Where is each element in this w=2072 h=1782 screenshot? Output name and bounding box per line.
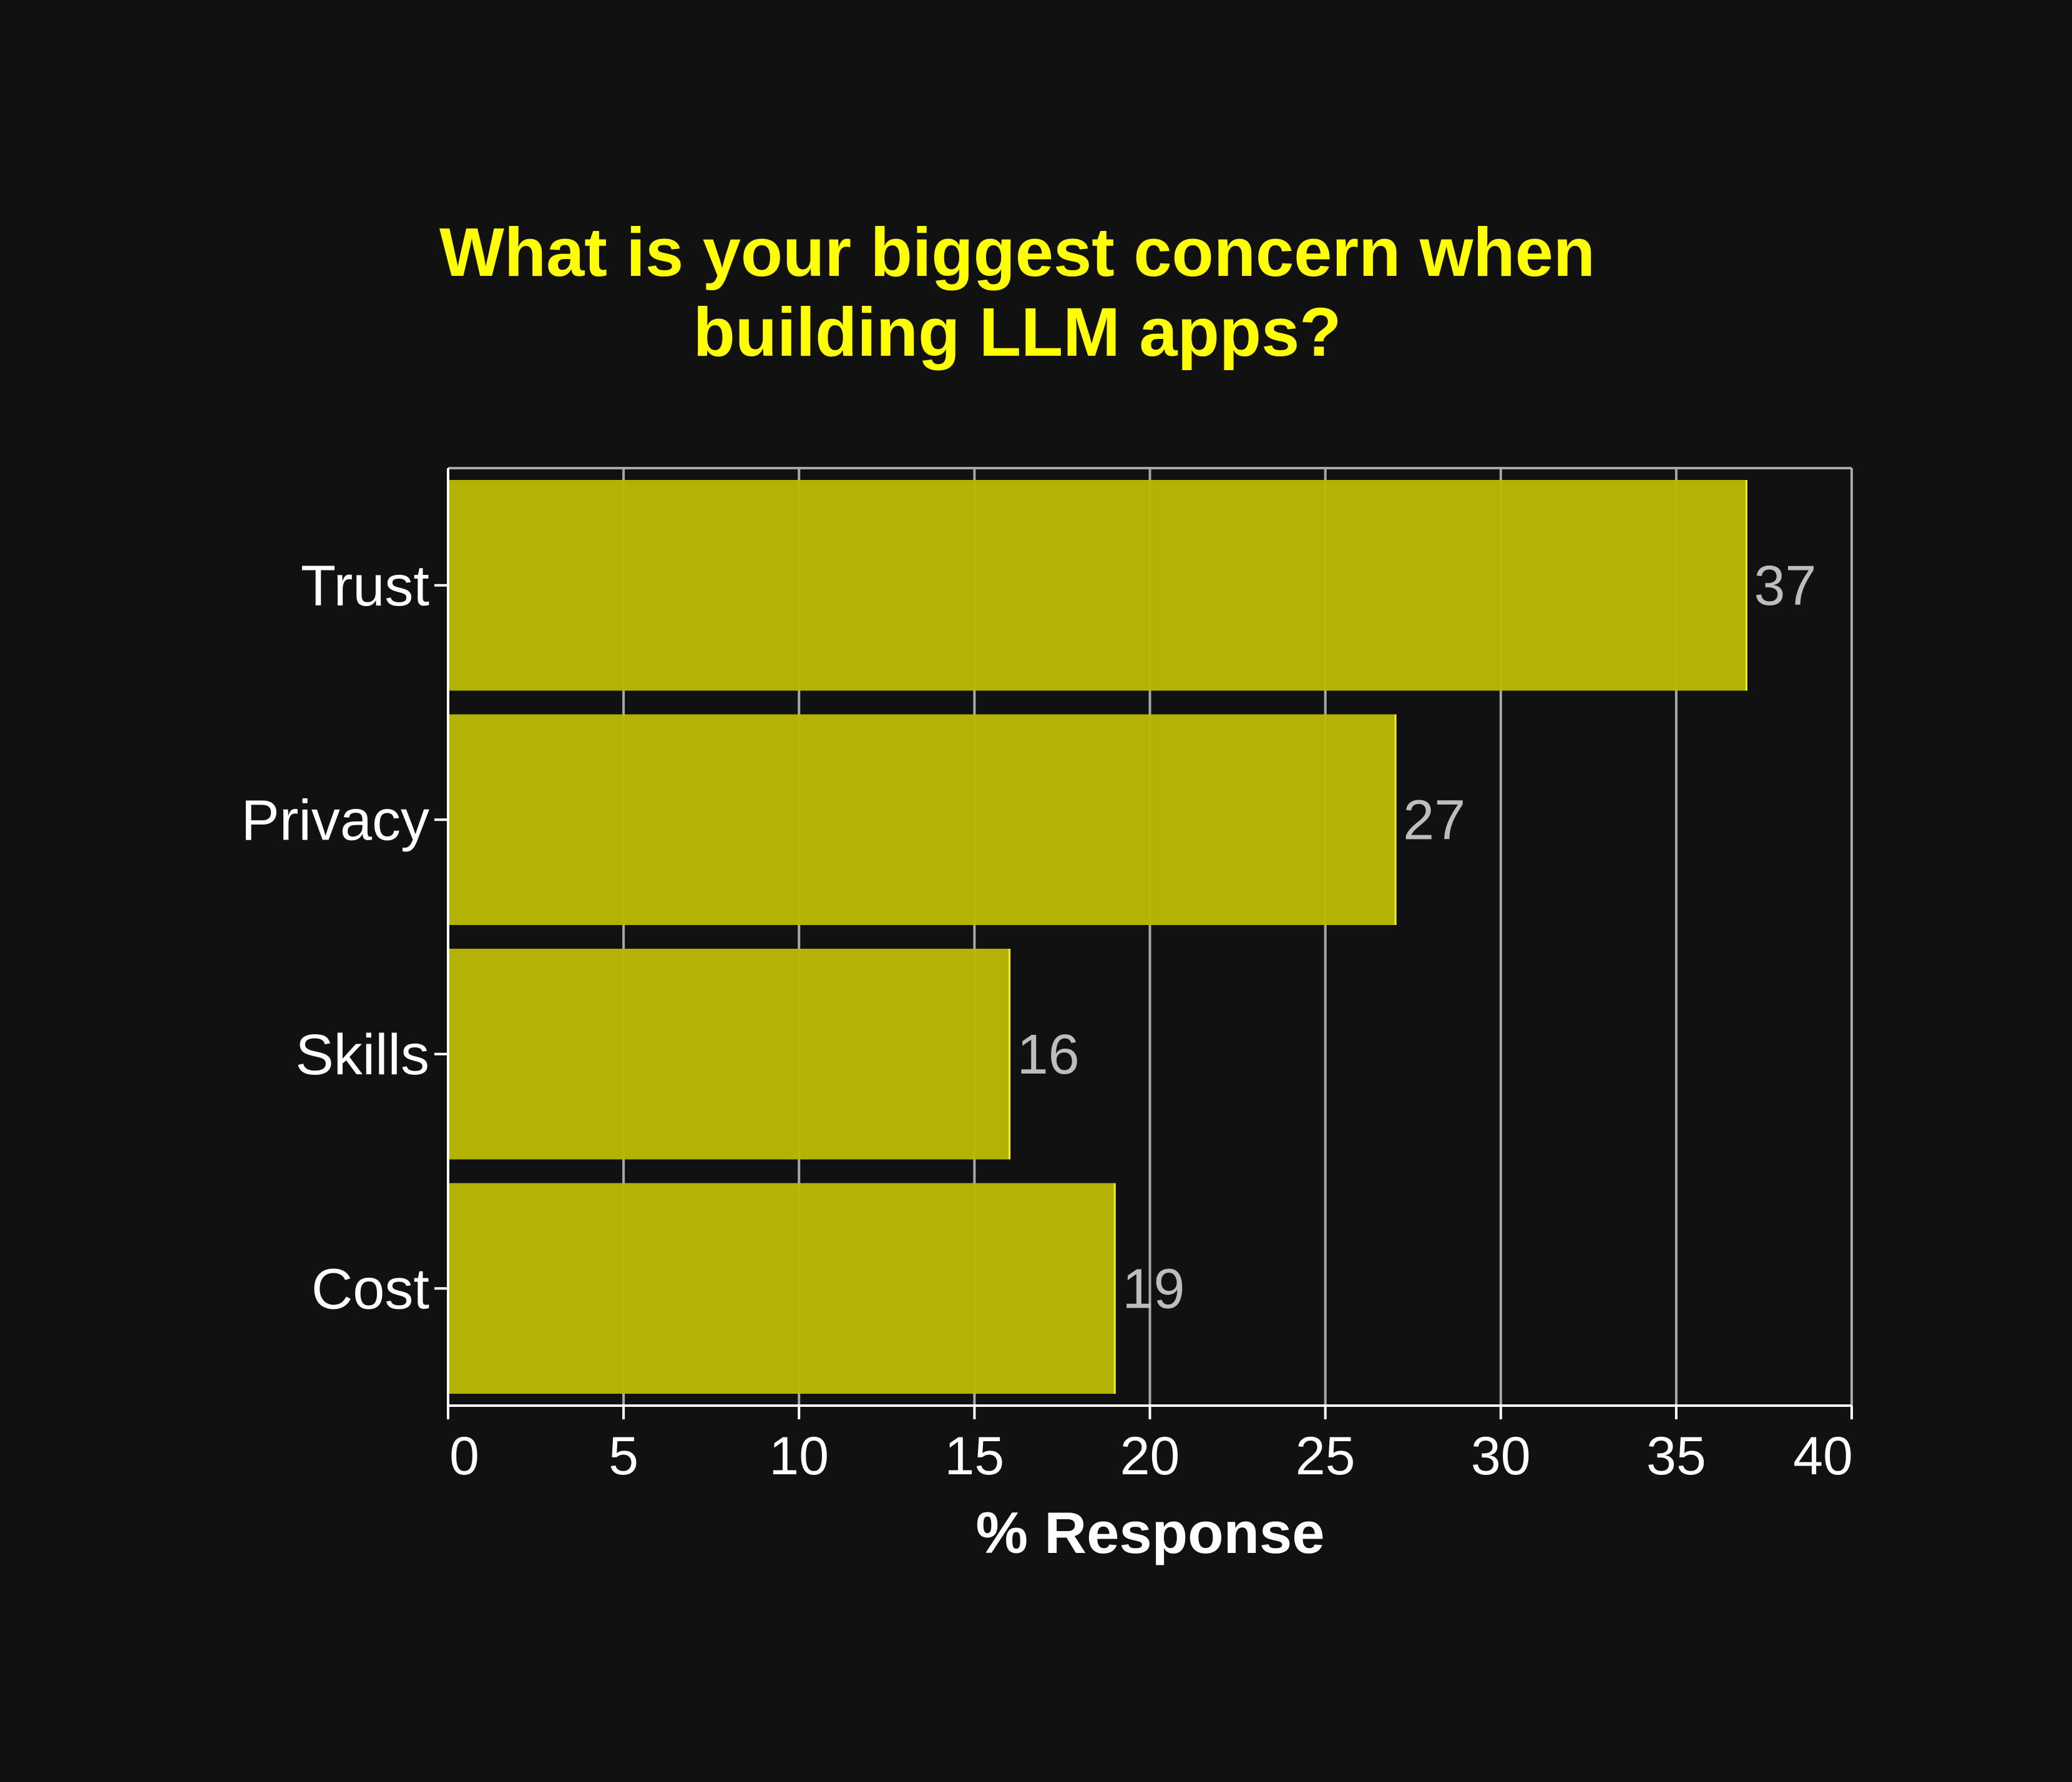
x-tick-label-5: 5	[608, 1426, 638, 1486]
bar-skills	[448, 949, 1010, 1160]
bar-privacy	[448, 714, 1396, 925]
x-tick-label-40: 40	[1793, 1426, 1853, 1486]
bar-trust	[448, 480, 1747, 691]
x-tick-label-25: 25	[1296, 1426, 1356, 1486]
y-tick-label-skills: Skills	[295, 1023, 429, 1087]
data-labels: 37 27 16 19	[1017, 555, 1817, 1321]
x-tick-label-0: 0	[449, 1426, 479, 1486]
x-axis-ticks: 0 5 10 15 20 25 30 35 40	[447, 1406, 1853, 1486]
y-axis-ticks: Trust Privacy Skills Cost	[241, 554, 448, 1321]
data-label-cost: 19	[1122, 1258, 1185, 1320]
data-label-trust: 37	[1754, 555, 1816, 617]
x-tick-label-30: 30	[1471, 1426, 1531, 1486]
y-tick-label-trust: Trust	[301, 554, 429, 618]
chart-title-line-1: What is your biggest concern when	[439, 214, 1595, 291]
y-tick-label-privacy: Privacy	[241, 788, 429, 852]
x-tick-label-15: 15	[945, 1426, 1005, 1486]
data-label-skills: 16	[1017, 1024, 1080, 1086]
bars	[448, 480, 1747, 1394]
x-tick-label-10: 10	[769, 1426, 829, 1486]
data-label-privacy: 27	[1403, 789, 1465, 851]
x-tick-label-20: 20	[1120, 1426, 1180, 1486]
bar-cost	[448, 1183, 1115, 1394]
x-axis-title: % Response	[976, 1500, 1325, 1565]
x-tick-label-35: 35	[1646, 1426, 1706, 1486]
chart-title-line-2: building LLM apps?	[693, 294, 1342, 371]
y-tick-label-cost: Cost	[311, 1257, 429, 1321]
